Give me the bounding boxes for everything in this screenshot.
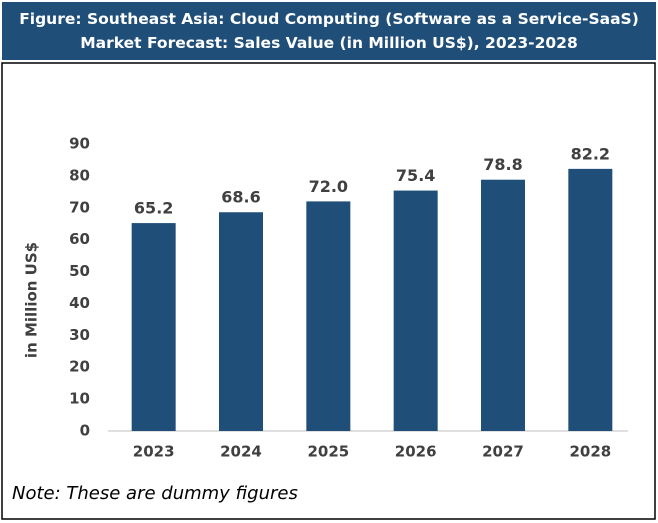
note: Note: These are dummy figures: [12, 483, 298, 504]
chart-title: Figure: Southeast Asia: Cloud Computing …: [2, 2, 656, 60]
value-label: 72.0: [309, 177, 348, 196]
bar: [219, 212, 263, 431]
bar: [481, 179, 525, 431]
x-tick-label: 2028: [569, 443, 611, 461]
y-tick-label: 0: [80, 422, 90, 440]
y-tick-label: 40: [69, 294, 90, 312]
y-tick-label: 50: [69, 262, 90, 280]
value-label: 82.2: [571, 144, 610, 163]
bar: [131, 223, 176, 431]
value-label: 75.4: [396, 166, 435, 185]
y-tick-label: 70: [69, 198, 90, 216]
x-tick-label: 2026: [395, 443, 437, 461]
y-tick-label: 80: [69, 166, 90, 184]
y-axis-label: in Million US$: [23, 242, 41, 358]
y-tick-label: 10: [69, 390, 90, 408]
y-tick-label: 60: [69, 230, 90, 248]
bar: [568, 168, 613, 431]
bar: [393, 190, 438, 431]
value-label: 68.6: [221, 188, 260, 207]
x-tick-label: 2024: [220, 443, 262, 461]
x-tick-label: 2025: [307, 443, 349, 461]
x-tick-label: 2023: [133, 443, 175, 461]
y-tick-label: 90: [69, 135, 90, 153]
value-label: 78.8: [483, 155, 522, 174]
y-tick-label: 20: [69, 358, 90, 376]
x-tick-label: 2027: [482, 443, 524, 461]
value-label: 65.2: [134, 199, 173, 218]
frame: [1, 62, 656, 520]
bar: [306, 201, 351, 431]
y-tick-label: 30: [69, 326, 90, 344]
